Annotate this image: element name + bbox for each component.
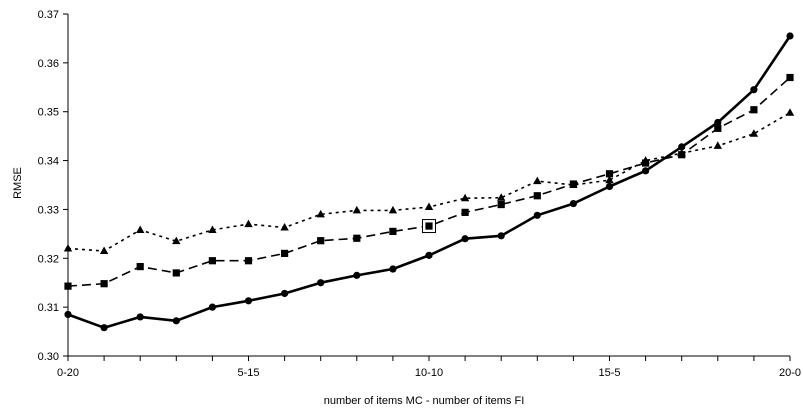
series-circle-marker <box>389 265 397 273</box>
series-triangle-marker <box>424 202 434 210</box>
y-tick-label: 0.33 <box>38 204 59 216</box>
series-square-marker <box>605 170 614 178</box>
series-triangle-marker <box>63 244 73 252</box>
series-triangle-marker <box>388 205 398 214</box>
series-circle-marker <box>786 32 794 40</box>
series-circle-marker <box>208 303 216 311</box>
series-triangle-marker <box>497 193 506 201</box>
y-tick-label: 0.35 <box>38 107 59 119</box>
series-circle-marker <box>281 289 289 298</box>
series-circle-marker <box>461 235 469 243</box>
series-triangle-marker <box>605 175 614 184</box>
series-circle-marker <box>317 279 325 287</box>
series-circle-marker <box>425 251 433 259</box>
series-triangle-marker <box>533 176 542 185</box>
series-square-marker <box>461 208 469 216</box>
series-circle-marker <box>750 86 758 94</box>
series-circle-marker <box>569 199 578 208</box>
series-square-marker <box>750 106 758 114</box>
series-circle-marker <box>714 118 722 127</box>
series-triangle-marker <box>172 236 181 245</box>
series-square-marker <box>497 200 505 209</box>
highlight-square-marker <box>425 222 433 230</box>
y-tick-label: 0.37 <box>38 9 59 21</box>
series-square-marker <box>389 227 397 236</box>
series-square-marker <box>64 282 72 290</box>
y-tick-label: 0.30 <box>38 351 59 363</box>
series-square-marker <box>714 124 722 132</box>
series-circle-marker <box>678 143 686 151</box>
x-tick-label: 15-5 <box>598 367 620 379</box>
series-circle-line <box>67 35 792 330</box>
x-tick-label: 5-15 <box>237 367 259 379</box>
y-tick-label: 0.34 <box>38 156 59 168</box>
series-circle-marker <box>605 182 614 191</box>
series-square-marker <box>136 262 144 271</box>
series-triangle-marker <box>677 148 686 157</box>
plot-area: 0.30 0.31 0.32 0.33 0.34 0.35 0.36 0.37 0-20 5-15… <box>38 9 801 379</box>
series-triangle-marker <box>749 129 759 137</box>
series-triangle-marker <box>99 246 109 254</box>
y-tick-label: 0.31 <box>38 302 59 314</box>
series-circle-marker <box>136 313 144 321</box>
y-tick-label: 0.36 <box>38 58 59 70</box>
series-square-marker <box>281 249 289 257</box>
x-axis-title: number of items MC - number of items FI <box>324 395 525 407</box>
x-tick-label: 10-10 <box>415 367 443 379</box>
series-triangle-marker <box>641 156 650 164</box>
series-circle-marker <box>100 324 108 332</box>
series-triangle-marker <box>785 108 795 116</box>
series-triangle-marker <box>280 223 289 231</box>
series-triangle-marker <box>569 180 578 188</box>
series-triangle-marker <box>208 225 217 233</box>
series-triangle-marker <box>244 219 253 228</box>
y-tick-label: 0.32 <box>38 253 59 265</box>
series-square-marker <box>353 234 361 242</box>
series-square-marker <box>317 237 325 245</box>
x-tick-label: 0-20 <box>57 367 79 379</box>
series-square-marker <box>244 257 253 265</box>
series-triangle-marker <box>713 141 722 149</box>
series-circle-marker <box>64 310 72 319</box>
series-square-marker <box>533 192 541 200</box>
series-circle-marker <box>533 211 541 219</box>
series-square-marker <box>100 280 108 288</box>
series-triangle-marker <box>352 205 361 214</box>
series-square-marker <box>208 257 216 265</box>
series-triangle-marker <box>136 225 145 233</box>
series-circle-marker <box>172 317 180 325</box>
series-square-marker <box>786 73 794 82</box>
series-circle-marker <box>244 297 253 305</box>
series-triangle-marker <box>460 193 470 202</box>
series-triangle-marker <box>316 209 325 218</box>
series-circle-marker <box>497 232 505 240</box>
series-circle-marker <box>353 271 361 279</box>
series-square-marker <box>172 269 180 277</box>
x-tick-label: 20-0 <box>779 367 801 379</box>
series-circle-marker <box>642 167 650 175</box>
y-axis-title: RMSE <box>12 167 24 199</box>
